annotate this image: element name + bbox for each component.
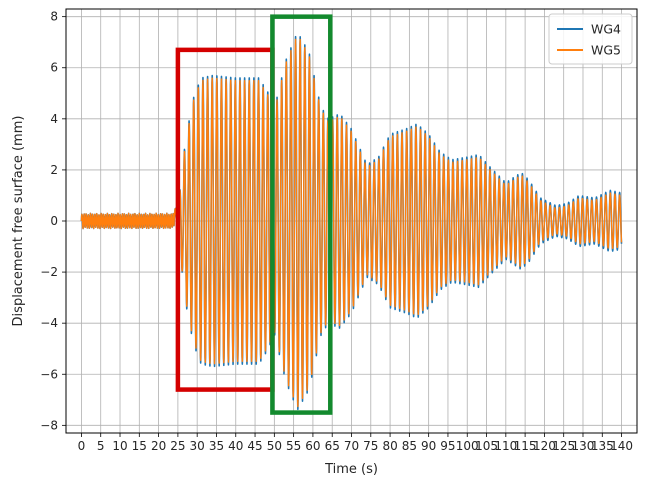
- tick-layer: 0 5 10 15 20 25 30 35 40 45 50 55 60 65 70 75 80 85 90 95 10…: [40, 10, 633, 453]
- y-tick-label: 2: [50, 163, 58, 177]
- legend-label: WG5: [591, 43, 621, 58]
- x-tick-label: 135: [591, 439, 614, 453]
- legend-box: [548, 13, 633, 65]
- x-tick-label: 10: [112, 439, 127, 453]
- x-tick-label: 65: [325, 439, 340, 453]
- x-tick-label: 45: [247, 439, 262, 453]
- x-tick-label: 110: [494, 439, 517, 453]
- y-tick-label: −6: [40, 367, 58, 381]
- annotation-layer: [175, 14, 333, 415]
- x-tick-label: 5: [97, 439, 105, 453]
- x-tick-label: 70: [344, 439, 359, 453]
- y-tick-label: 8: [50, 10, 58, 24]
- x-tick-label: 85: [402, 439, 417, 453]
- y-tick-label: −4: [40, 316, 58, 330]
- highlight-box-2: [270, 14, 333, 415]
- x-axis-title: Time (s): [324, 462, 378, 477]
- x-tick-label: 25: [170, 439, 185, 453]
- y-tick-label: 6: [50, 61, 58, 75]
- series-line-wg5: [80, 38, 623, 408]
- x-tick-label: 105: [475, 439, 498, 453]
- x-tick-label: 40: [228, 439, 243, 453]
- y-axis-title: Displacement free surface (mm): [11, 116, 26, 327]
- x-tick-label: 0: [78, 439, 86, 453]
- x-tick-label: 125: [552, 439, 575, 453]
- x-tick-label: 55: [286, 439, 301, 453]
- x-tick-label: 60: [305, 439, 320, 453]
- x-tick-label: 80: [382, 439, 397, 453]
- x-tick-label: 130: [572, 439, 595, 453]
- y-tick-label: 4: [50, 112, 58, 126]
- y-tick-label: −2: [40, 265, 58, 279]
- y-tick-label: −8: [40, 418, 58, 432]
- x-tick-label: 20: [151, 439, 166, 453]
- legend-label: WG4: [591, 22, 621, 37]
- x-tick-label: 120: [533, 439, 556, 453]
- x-tick-label: 90: [421, 439, 436, 453]
- series-layer: [80, 35, 623, 411]
- x-tick-label: 30: [190, 439, 205, 453]
- x-tick-label: 35: [209, 439, 224, 453]
- x-tick-label: 140: [610, 439, 633, 453]
- y-tick-label: 0: [50, 214, 58, 228]
- x-tick-label: 50: [267, 439, 282, 453]
- x-tick-label: 100: [456, 439, 479, 453]
- x-tick-label: 115: [514, 439, 537, 453]
- x-tick-label: 95: [440, 439, 455, 453]
- x-tick-label: 75: [363, 439, 378, 453]
- x-tick-label: 15: [132, 439, 147, 453]
